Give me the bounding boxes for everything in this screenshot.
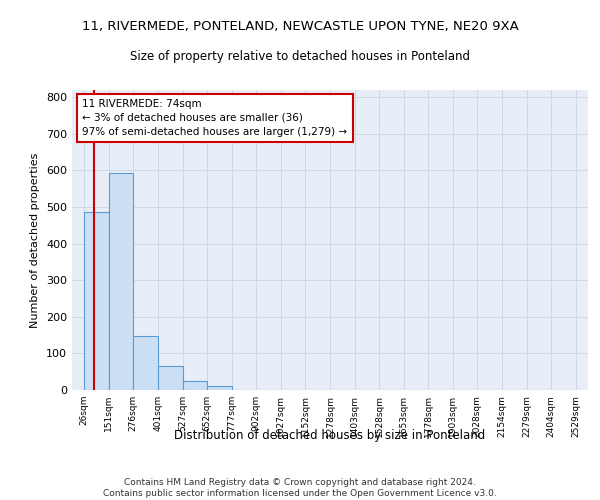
Text: Distribution of detached houses by size in Ponteland: Distribution of detached houses by size … [175,428,485,442]
Text: 11, RIVERMEDE, PONTELAND, NEWCASTLE UPON TYNE, NE20 9XA: 11, RIVERMEDE, PONTELAND, NEWCASTLE UPON… [82,20,518,33]
Bar [109,173,133,390]
Bar [84,212,109,390]
Bar [207,386,232,390]
Text: Size of property relative to detached houses in Ponteland: Size of property relative to detached ho… [130,50,470,63]
Bar [158,366,182,390]
Text: Contains HM Land Registry data © Crown copyright and database right 2024.
Contai: Contains HM Land Registry data © Crown c… [103,478,497,498]
Text: 11 RIVERMEDE: 74sqm
← 3% of detached houses are smaller (36)
97% of semi-detache: 11 RIVERMEDE: 74sqm ← 3% of detached hou… [82,99,347,137]
Y-axis label: Number of detached properties: Number of detached properties [31,152,40,328]
Bar [182,381,207,390]
Bar [133,336,158,390]
